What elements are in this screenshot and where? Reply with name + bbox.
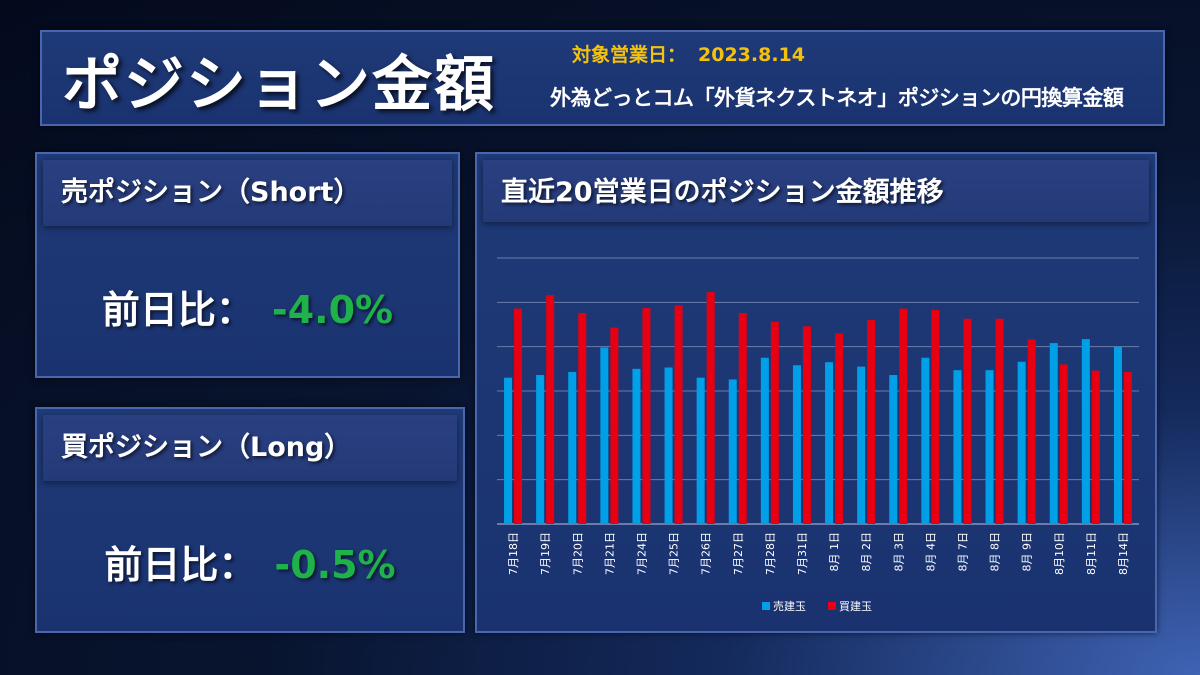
- chart-panel-header: 直近20営業日のポジション金額推移: [483, 160, 1149, 222]
- legend-swatch-long: [828, 602, 836, 610]
- long-bar-15: [963, 318, 972, 524]
- chart-panel-title: 直近20営業日のポジション金額推移: [501, 177, 944, 208]
- long-bar-18: [1059, 364, 1068, 524]
- long-position-panel: 買ポジション（Long） 前日比： -0.5%: [35, 407, 465, 633]
- business-date-value: 2023.8.14: [698, 44, 805, 66]
- long-bar-5: [642, 308, 651, 524]
- long-bar-17: [1027, 339, 1036, 524]
- short-position-title: 売ポジション（Short）: [61, 177, 361, 208]
- short-bar-11: [825, 362, 834, 524]
- x-tick-label: 8月 1日: [828, 532, 841, 572]
- x-tick-label: 7月27日: [732, 532, 745, 575]
- long-position-header: 買ポジション（Long）: [43, 415, 457, 481]
- long-ratio-label: 前日比：: [104, 543, 257, 587]
- long-bar-4: [610, 327, 619, 524]
- long-bar-13: [899, 308, 908, 524]
- x-tick-label: 7月25日: [668, 532, 681, 575]
- short-bar-20: [1113, 346, 1122, 524]
- legend-label-short: 売建玉: [773, 599, 806, 613]
- header-panel: ポジション金額 対象営業日： 2023.8.14 外為どっとコム「外貨ネクストネオ…: [40, 30, 1165, 126]
- short-ratio: 前日比： -4.0%: [37, 279, 458, 334]
- short-bar-13: [889, 375, 898, 524]
- short-bar-14: [921, 357, 930, 524]
- long-ratio-value: -0.5%: [274, 543, 396, 587]
- short-ratio-label: 前日比：: [101, 288, 254, 332]
- x-tick-label: 7月24日: [635, 532, 648, 575]
- long-bar-2: [546, 295, 555, 524]
- x-tick-label: 8月14日: [1117, 532, 1130, 575]
- short-bar-18: [1049, 343, 1058, 524]
- long-bar-20: [1123, 371, 1132, 524]
- short-bar-8: [728, 379, 737, 524]
- long-bar-10: [802, 326, 811, 524]
- long-ratio: 前日比： -0.5%: [37, 534, 463, 589]
- long-bar-7: [706, 292, 715, 524]
- short-bar-16: [985, 370, 994, 524]
- x-tick-label: 8月 7日: [956, 532, 969, 572]
- x-tick-label: 8月 3日: [892, 532, 905, 572]
- short-bar-1: [504, 377, 513, 524]
- short-ratio-value: -4.0%: [271, 288, 394, 332]
- short-bar-7: [696, 377, 705, 524]
- x-tick-label: 7月19日: [539, 532, 552, 575]
- short-bar-5: [632, 368, 641, 524]
- short-bar-10: [792, 365, 801, 524]
- x-tick-label: 7月20日: [571, 532, 584, 575]
- business-date-label: 対象営業日：: [572, 44, 687, 66]
- x-tick-label: 7月26日: [700, 532, 713, 575]
- x-tick-label: 7月28日: [764, 532, 777, 575]
- x-tick-label: 7月18日: [507, 532, 520, 575]
- x-tick-label: 8月 4日: [924, 532, 937, 572]
- long-bar-6: [674, 305, 683, 524]
- long-position-title: 買ポジション（Long）: [61, 432, 352, 463]
- long-bar-8: [738, 312, 747, 524]
- page-title: ポジション金額: [62, 50, 496, 120]
- short-position-panel: 売ポジション（Short） 前日比： -4.0%: [35, 152, 460, 378]
- business-date: 対象営業日： 2023.8.14: [572, 40, 817, 67]
- x-tick-label: 8月 9日: [1021, 532, 1034, 572]
- long-bar-1: [514, 308, 523, 524]
- long-bar-11: [835, 333, 844, 524]
- short-bar-6: [664, 367, 673, 524]
- long-bar-9: [770, 321, 779, 524]
- short-bar-19: [1081, 339, 1090, 524]
- x-tick-label: 8月11日: [1085, 532, 1098, 575]
- short-bar-17: [1017, 361, 1026, 524]
- chart-panel: 直近20営業日のポジション金額推移 7月18日 7月19日 7月20日 7月21日 7月…: [475, 152, 1157, 633]
- short-bar-15: [953, 370, 962, 524]
- short-bar-4: [600, 347, 609, 524]
- legend-label-long: 買建玉: [839, 599, 872, 613]
- long-bar-19: [1091, 370, 1100, 524]
- x-tick-label: 8月 2日: [860, 532, 873, 572]
- long-bar-14: [931, 309, 940, 524]
- short-bar-9: [760, 357, 769, 524]
- x-tick-label: 7月31日: [796, 532, 809, 575]
- x-tick-label: 7月21日: [603, 532, 616, 575]
- long-bar-3: [578, 312, 587, 524]
- short-bar-12: [857, 366, 866, 524]
- legend-swatch-short: [762, 602, 770, 610]
- short-bar-2: [536, 375, 545, 524]
- position-bar-chart: 7月18日 7月19日 7月20日 7月21日 7月24日 7月25日 7月26日 7月27日…: [497, 257, 1139, 613]
- long-bar-16: [995, 318, 1004, 524]
- x-tick-label: 8月10日: [1053, 532, 1066, 575]
- short-position-header: 売ポジション（Short）: [43, 160, 452, 226]
- long-bar-12: [867, 320, 876, 524]
- page-subtitle: 外為どっとコム「外貨ネクストネオ」ポジションの円換算金額: [550, 86, 1124, 110]
- short-bar-3: [568, 371, 577, 524]
- x-tick-label: 8月 8日: [989, 532, 1002, 572]
